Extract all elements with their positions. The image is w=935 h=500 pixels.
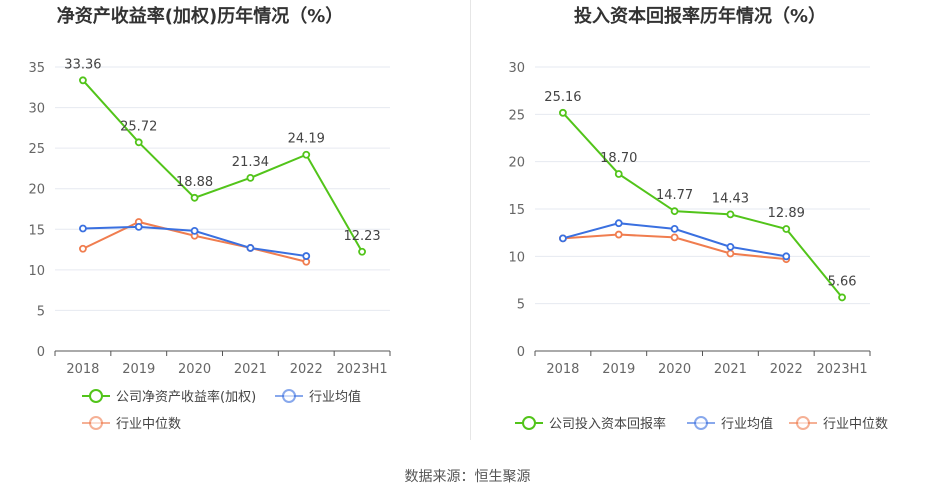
data-point xyxy=(726,242,735,251)
data-point xyxy=(726,249,735,258)
chart-title: 投入资本回报率历年情况（%） xyxy=(574,5,826,27)
x-tick-label: 2020 xyxy=(658,362,691,377)
data-point xyxy=(559,234,567,243)
y-tick-label: 30 xyxy=(508,61,525,76)
legend-item[interactable]: 公司净资产收益率(加权) xyxy=(82,389,256,405)
data-point xyxy=(559,108,567,117)
x-tick-label: 2022 xyxy=(770,362,803,377)
x-tick-label: 2020 xyxy=(178,362,211,377)
data-point xyxy=(614,230,623,239)
y-tick-label: 0 xyxy=(517,345,525,360)
y-tick-label: 15 xyxy=(28,223,45,238)
data-point xyxy=(726,210,735,219)
data-point xyxy=(246,173,255,182)
y-tick-label: 5 xyxy=(517,298,525,313)
x-tick-label: 2021 xyxy=(714,362,747,377)
data-point xyxy=(670,224,679,233)
legend-label: 行业中位数 xyxy=(823,417,888,432)
y-tick-label: 10 xyxy=(508,250,525,265)
legend-item[interactable]: 行业均值 xyxy=(687,416,773,432)
data-point xyxy=(190,227,199,235)
data-label: 21.34 xyxy=(232,155,269,170)
data-point xyxy=(134,138,143,147)
data-source: 数据来源：恒生聚源 xyxy=(404,469,531,485)
y-tick-label: 30 xyxy=(28,102,45,117)
chart-title: 净资产收益率(加权)历年情况（%） xyxy=(57,5,344,27)
x-tick-label: 2023H1 xyxy=(817,362,868,377)
data-label: 14.77 xyxy=(656,188,693,203)
data-label: 14.43 xyxy=(712,191,749,206)
data-label: 25.72 xyxy=(120,119,157,134)
x-tick-label: 2023H1 xyxy=(337,362,388,377)
data-point xyxy=(79,244,87,253)
data-point xyxy=(670,233,679,242)
data-point xyxy=(302,150,311,159)
data-point xyxy=(358,247,366,256)
y-tick-label: 35 xyxy=(28,61,45,76)
series-line xyxy=(82,79,363,253)
data-label: 25.16 xyxy=(544,90,581,105)
legend-item[interactable]: 行业中位数 xyxy=(789,416,888,432)
legend-label: 公司投入资本回报率 xyxy=(549,416,666,432)
data-point xyxy=(190,193,199,202)
x-tick-label: 2018 xyxy=(546,362,579,377)
y-tick-label: 5 xyxy=(37,304,45,319)
chart-1: 净资产收益率(加权)历年情况（%） 0 5 10 15 20 25 30 35 2018 2019 2… xyxy=(28,5,391,432)
series-line xyxy=(562,112,843,299)
data-point xyxy=(614,170,623,178)
y-tick-label: 15 xyxy=(508,203,525,218)
data-label: 12.23 xyxy=(343,229,380,244)
x-tick-label: 2022 xyxy=(290,362,323,377)
y-tick-label: 10 xyxy=(28,264,45,279)
data-label: 33.36 xyxy=(64,57,101,72)
data-point xyxy=(246,244,255,252)
legend-item[interactable]: 行业均值 xyxy=(275,389,361,405)
legend-label: 行业中位数 xyxy=(116,417,181,432)
y-tick-label: 20 xyxy=(508,156,525,171)
legend-item[interactable]: 公司投入资本回报率 xyxy=(515,416,666,432)
data-point xyxy=(782,252,791,261)
chart-2: 投入资本回报率历年情况（%） 0 5 10 15 20 25 30 2018 2019 2020 20… xyxy=(508,5,888,432)
data-point xyxy=(782,225,791,233)
legend-label: 行业均值 xyxy=(309,389,361,405)
x-tick-label: 2018 xyxy=(66,362,99,377)
legend-label: 行业均值 xyxy=(721,416,773,432)
data-point xyxy=(838,293,846,302)
legend-marker-icon xyxy=(796,416,810,430)
data-label: 12.89 xyxy=(768,206,805,221)
data-label: 18.88 xyxy=(176,175,213,190)
data-point xyxy=(302,252,311,260)
x-tick-label: 2019 xyxy=(122,362,155,377)
legend-marker-icon xyxy=(694,416,708,430)
chart-divider xyxy=(470,0,471,440)
legend-marker-icon xyxy=(282,389,296,403)
y-tick-label: 25 xyxy=(28,142,45,157)
data-point xyxy=(79,76,87,85)
data-point xyxy=(670,207,679,216)
y-tick-label: 20 xyxy=(28,183,45,198)
legend-marker-icon xyxy=(89,389,103,403)
legend-label: 公司净资产收益率(加权) xyxy=(116,389,256,405)
legend-item[interactable]: 行业中位数 xyxy=(82,416,181,432)
data-label: 24.19 xyxy=(288,132,325,147)
data-label: 18.70 xyxy=(600,151,637,166)
x-tick-label: 2019 xyxy=(602,362,635,377)
legend-marker-icon xyxy=(522,416,536,430)
y-tick-label: 25 xyxy=(508,108,525,123)
x-tick-label: 2021 xyxy=(234,362,267,377)
legend-marker-icon xyxy=(89,416,103,430)
data-point xyxy=(79,224,87,233)
y-tick-label: 0 xyxy=(37,345,45,360)
data-point xyxy=(614,219,623,228)
data-point xyxy=(134,222,143,231)
data-label: 5.66 xyxy=(828,274,857,289)
